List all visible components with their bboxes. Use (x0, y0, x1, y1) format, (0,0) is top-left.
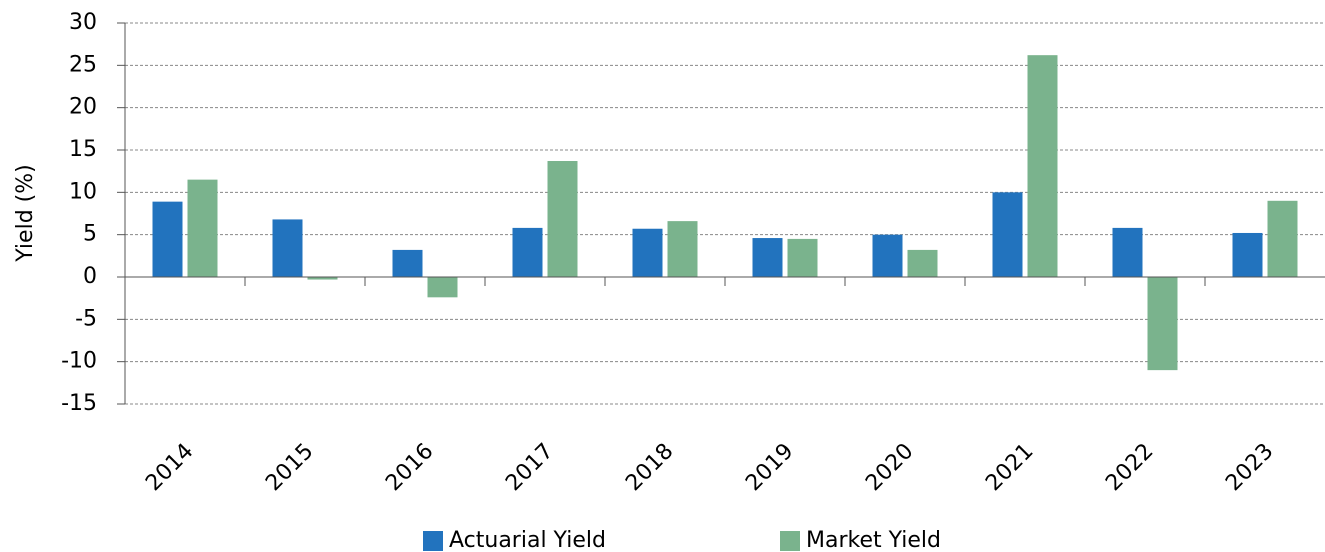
bar (787, 238, 818, 277)
legend-label: Actuarial Yield (449, 528, 606, 552)
bar (992, 192, 1023, 277)
bar (547, 161, 578, 277)
bar (512, 227, 543, 277)
bar (632, 228, 663, 277)
bar (1232, 232, 1263, 277)
y-tick-label: 0 (83, 264, 97, 289)
bar (1267, 200, 1298, 277)
y-tick-label: 15 (69, 137, 97, 162)
y-tick-label: 10 (69, 179, 97, 204)
legend-swatch (423, 531, 443, 551)
bar (1147, 277, 1178, 371)
bar (667, 221, 698, 277)
x-tick-label: 2022 (1101, 439, 1158, 496)
bar (752, 238, 783, 277)
x-tick-label: 2023 (1221, 439, 1278, 496)
y-axis-label: Yield (%) (13, 164, 38, 262)
bar (392, 249, 423, 277)
x-tick-label: 2015 (261, 439, 318, 496)
x-tick-label: 2020 (861, 439, 918, 496)
bar (307, 277, 338, 280)
y-tick-label: 25 (69, 52, 97, 77)
bar (1112, 227, 1143, 277)
x-tick-label: 2021 (981, 439, 1038, 496)
x-tick-label: 2014 (141, 439, 198, 496)
y-tick-label: 30 (69, 10, 97, 35)
y-tick-label: 5 (83, 222, 97, 247)
y-tick-label: -15 (61, 391, 97, 416)
bar (907, 249, 938, 277)
y-tick-label: -10 (61, 349, 97, 374)
legend-swatch (780, 531, 800, 551)
legend-label: Market Yield (806, 528, 941, 552)
bar (187, 179, 218, 277)
bar (427, 277, 458, 298)
x-tick-label: 2017 (501, 439, 558, 496)
bar (152, 201, 183, 277)
bar (272, 219, 303, 277)
x-tick-label: 2018 (621, 439, 678, 496)
bar (1027, 55, 1058, 277)
y-tick-label: 20 (69, 95, 97, 120)
x-tick-label: 2019 (741, 439, 798, 496)
bar (872, 234, 903, 277)
y-tick-label: -5 (75, 306, 97, 331)
x-tick-label: 2016 (381, 439, 438, 496)
